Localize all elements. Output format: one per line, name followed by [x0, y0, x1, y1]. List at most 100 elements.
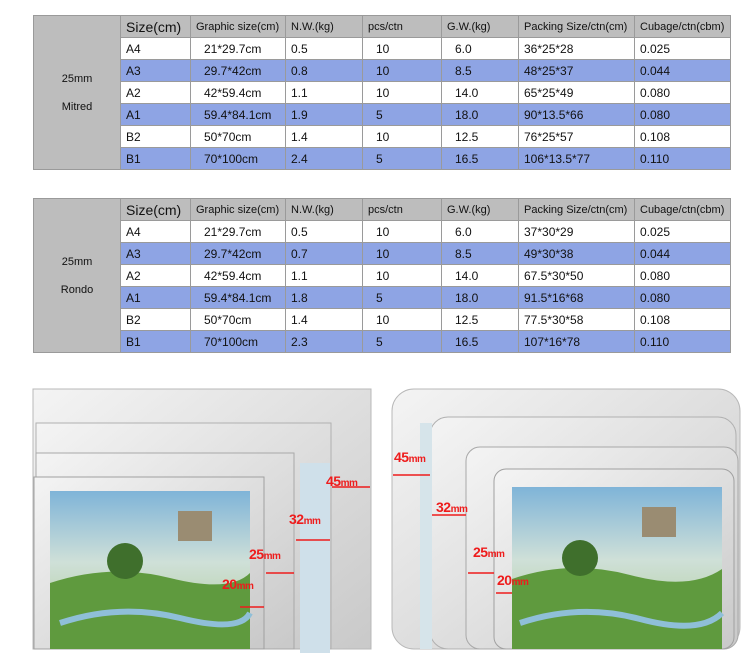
- cell-graphic-size: 59.4*84.1cm: [190, 286, 286, 309]
- frame-profiles-illustration: 45mm 32mm 25mm 20mm 45mm 32mm 25mm 20mm: [0, 383, 750, 655]
- cell-cubage: 0.080: [634, 81, 731, 104]
- dimension-unit: mm: [303, 516, 321, 527]
- cell-packing-size: 49*30*38: [518, 242, 635, 265]
- cell-net-weight: 0.5: [285, 220, 363, 243]
- cell-gross-weight: 8.5: [441, 59, 519, 82]
- cell-net-weight: 2.3: [285, 330, 363, 353]
- cell-graphic-size: 29.7*42cm: [190, 59, 286, 82]
- cell-pcs-per-ctn: 10: [362, 125, 442, 148]
- mitred-frame-group: [32, 388, 372, 653]
- cell-gross-weight: 6.0: [441, 220, 519, 243]
- cell-net-weight: 1.1: [285, 264, 363, 287]
- dimension-number: 45: [326, 473, 341, 489]
- cell-size: A4: [120, 37, 191, 60]
- table-row: B1 70*100cm 2.3 5 16.5 107*16*78 0.110: [34, 330, 731, 353]
- cell-net-weight: 1.4: [285, 308, 363, 331]
- cell-net-weight: 1.9: [285, 103, 363, 126]
- dimension-unit: mm: [408, 454, 426, 465]
- header-net-weight: N.W.(kg): [285, 15, 363, 38]
- cell-net-weight: 0.7: [285, 242, 363, 265]
- table-row: B2 50*70cm 1.4 10 12.5 76*25*57 0.108: [34, 125, 731, 148]
- spec-table-rondo: 25mm Rondo Size(cm) Graphic size(cm) N.W…: [33, 198, 731, 353]
- cell-gross-weight: 8.5: [441, 242, 519, 265]
- cell-packing-size: 37*30*29: [518, 220, 635, 243]
- cell-graphic-size: 59.4*84.1cm: [190, 103, 286, 126]
- cell-cubage: 0.080: [634, 103, 731, 126]
- header-cubage: Cubage/ctn(cbm): [634, 198, 731, 221]
- cell-size: A3: [120, 242, 191, 265]
- cell-graphic-size: 70*100cm: [190, 147, 286, 170]
- cell-graphic-size: 42*59.4cm: [190, 264, 286, 287]
- cell-size: B1: [120, 330, 191, 353]
- group-label-line1: 25mm: [61, 72, 93, 85]
- cell-packing-size: 90*13.5*66: [518, 103, 635, 126]
- dimension-unit: mm: [263, 551, 281, 562]
- dimension-unit: mm: [487, 549, 505, 560]
- rondo-river: [519, 608, 725, 629]
- mitred-sliver-image: [300, 463, 330, 653]
- group-label-line2: Mitred: [61, 100, 93, 113]
- cell-packing-size: 65*25*49: [518, 81, 635, 104]
- cell-packing-size: 91.5*16*68: [518, 286, 635, 309]
- table-row: A2 42*59.4cm 1.1 10 14.0 65*25*49 0.080: [34, 81, 731, 104]
- table-row: A4 21*29.7cm 0.5 10 6.0 37*30*29 0.025: [34, 220, 731, 243]
- cell-net-weight: 2.4: [285, 147, 363, 170]
- cell-cubage: 0.110: [634, 330, 731, 353]
- rondo-frame-group: [391, 388, 741, 650]
- dimension-unit: mm: [236, 581, 254, 592]
- cell-gross-weight: 18.0: [441, 103, 519, 126]
- header-pcs-per-ctn: pcs/ctn: [362, 198, 442, 221]
- table-row: A1 59.4*84.1cm 1.8 5 18.0 91.5*16*68 0.0…: [34, 286, 731, 309]
- rondo-hills: [512, 567, 722, 649]
- cell-pcs-per-ctn: 10: [362, 264, 442, 287]
- cell-cubage: 0.025: [634, 220, 731, 243]
- cell-packing-size: 67.5*30*50: [518, 264, 635, 287]
- cell-gross-weight: 16.5: [441, 330, 519, 353]
- group-label: 25mm Rondo: [33, 198, 121, 353]
- header-size: Size(cm): [120, 198, 191, 221]
- header-packing-size: Packing Size/ctn(cm): [518, 198, 635, 221]
- table-header-row: 25mm Mitred Size(cm) Graphic size(cm) N.…: [33, 15, 731, 170]
- rondo-dimension-20: 20mm: [497, 572, 529, 588]
- cell-pcs-per-ctn: 5: [362, 147, 442, 170]
- cell-size: A1: [120, 103, 191, 126]
- header-graphic-size: Graphic size(cm): [190, 15, 286, 38]
- dimension-number: 45: [394, 449, 409, 465]
- cell-pcs-per-ctn: 5: [362, 286, 442, 309]
- cell-pcs-per-ctn: 10: [362, 242, 442, 265]
- cell-graphic-size: 42*59.4cm: [190, 81, 286, 104]
- mitred-dimension-45: 45mm: [326, 473, 358, 489]
- dimension-number: 20: [222, 576, 237, 592]
- header-graphic-size: Graphic size(cm): [190, 198, 286, 221]
- dimension-unit: mm: [450, 504, 468, 515]
- cell-net-weight: 1.8: [285, 286, 363, 309]
- cell-cubage: 0.044: [634, 242, 731, 265]
- header-gross-weight: G.W.(kg): [441, 198, 519, 221]
- cell-gross-weight: 18.0: [441, 286, 519, 309]
- cell-cubage: 0.080: [634, 286, 731, 309]
- table-header-row: 25mm Rondo Size(cm) Graphic size(cm) N.W…: [33, 198, 731, 353]
- cell-cubage: 0.044: [634, 59, 731, 82]
- header-pcs-per-ctn: pcs/ctn: [362, 15, 442, 38]
- cell-size: A3: [120, 59, 191, 82]
- rondo-dimension-32: 32mm: [436, 499, 468, 515]
- cell-graphic-size: 50*70cm: [190, 308, 286, 331]
- cell-gross-weight: 14.0: [441, 264, 519, 287]
- cell-gross-weight: 6.0: [441, 37, 519, 60]
- dimension-number: 25: [249, 546, 264, 562]
- table-row: A4 21*29.7cm 0.5 10 6.0 36*25*28 0.025: [34, 37, 731, 60]
- cell-graphic-size: 29.7*42cm: [190, 242, 286, 265]
- cell-gross-weight: 12.5: [441, 125, 519, 148]
- cell-packing-size: 106*13.5*77: [518, 147, 635, 170]
- group-label-line1: 25mm: [61, 255, 93, 268]
- table-row: A3 29.7*42cm 0.7 10 8.5 49*30*38 0.044: [34, 242, 731, 265]
- dimension-number: 25: [473, 544, 488, 560]
- spec-table-mitred: 25mm Mitred Size(cm) Graphic size(cm) N.…: [33, 15, 731, 170]
- header-gross-weight: G.W.(kg): [441, 15, 519, 38]
- cell-size: A2: [120, 81, 191, 104]
- rondo-sliver-image: [420, 423, 432, 649]
- dimension-number: 32: [289, 511, 304, 527]
- mitred-river: [59, 608, 253, 628]
- dimension-number: 32: [436, 499, 451, 515]
- mitred-castle: [178, 511, 212, 541]
